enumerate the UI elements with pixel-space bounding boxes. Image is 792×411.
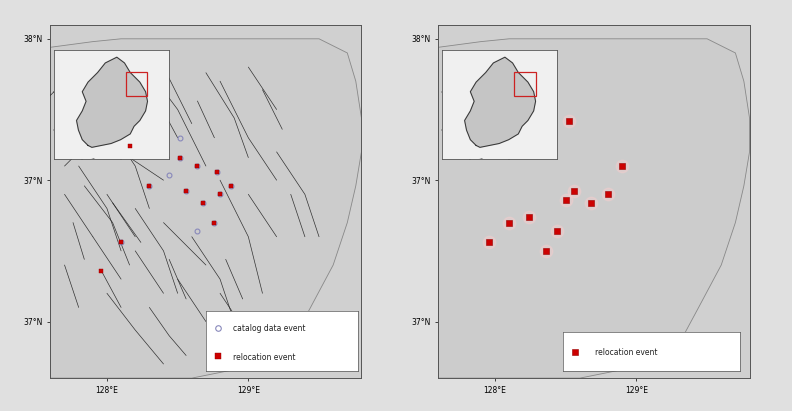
Polygon shape xyxy=(439,39,749,378)
Polygon shape xyxy=(51,39,361,378)
